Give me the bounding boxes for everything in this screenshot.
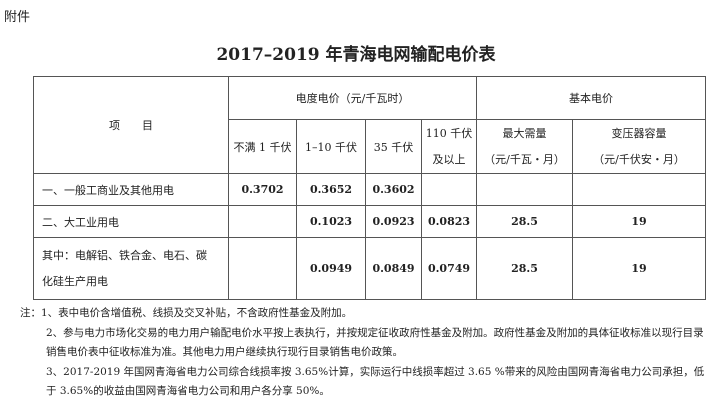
- cell: [228, 237, 297, 300]
- header-col: 35 千伏: [365, 119, 422, 174]
- cell: 0.3602: [365, 173, 422, 206]
- header-transformer: 变压器容量 （元/千伏安・月）: [572, 119, 706, 174]
- header-basic-price: 基本电价: [476, 76, 706, 120]
- cell: 0.0949: [296, 237, 366, 300]
- price-table: 项 目 电度电价（元/千瓦时） 基本电价 不满 1 千伏 1–10 千伏 35 …: [33, 76, 706, 300]
- header-max-demand: 最大需量 （元/千瓦・月）: [476, 119, 573, 174]
- header-col: 1–10 千伏: [296, 119, 366, 174]
- text: 及以上: [432, 152, 466, 166]
- header-item: 项 目: [33, 76, 229, 174]
- row-name: 其中：电解铝、铁合金、电石、碳 化硅生产用电: [33, 237, 229, 300]
- cell: [228, 205, 297, 238]
- header-col: 不满 1 千伏: [228, 119, 297, 174]
- cell: [421, 173, 477, 206]
- header-col-110: 110 千伏 及以上: [421, 119, 477, 174]
- table-row: 一、一般工商业及其他用电 0.3702 0.3652 0.3602: [33, 173, 706, 206]
- text: 变压器容量: [611, 126, 667, 140]
- cell: [572, 173, 706, 206]
- table-row: 其中：电解铝、铁合金、电石、碳 化硅生产用电 0.0949 0.0849 0.07…: [33, 237, 706, 300]
- cell: 19: [572, 237, 706, 300]
- cell: 28.5: [476, 237, 573, 300]
- cell: 0.0849: [365, 237, 422, 300]
- cell: 0.0749: [421, 237, 477, 300]
- cell: 0.3702: [228, 173, 297, 206]
- text: 最大需量: [502, 126, 547, 140]
- cell: 0.1023: [296, 205, 366, 238]
- notes-label: 注：: [20, 307, 41, 319]
- row-name: 二、大工业用电: [33, 205, 229, 238]
- row-name: 一、一般工商业及其他用电: [33, 173, 229, 206]
- text: 其中：电解铝、铁合金、电石、碳: [42, 248, 207, 262]
- note-item: 3、2017-2019 年国网青海省电力公司综合线损率按 3.65%计算，实际运…: [46, 365, 705, 398]
- text: （元/千瓦・月）: [484, 152, 565, 166]
- text: 110 千伏: [425, 126, 473, 140]
- notes: 注：1、表中电价含增值税、线损及交叉补贴，不含政府性基金及附加。 2、参与电力市…: [20, 304, 710, 402]
- note-item: 2、参与电力市场化交易的电力用户输配电价水平按上表执行，并按规定征收政府性基金及…: [46, 326, 704, 359]
- cell: 0.0823: [421, 205, 477, 238]
- text: （元/千伏安・月）: [593, 152, 685, 166]
- cell: 28.5: [476, 205, 573, 238]
- attachment-label: 附件: [4, 10, 31, 25]
- cell: 0.0923: [365, 205, 422, 238]
- cell: 0.3652: [296, 173, 366, 206]
- note-item: 1、表中电价含增值税、线损及交叉补贴，不含政府性基金及附加。: [41, 307, 353, 319]
- table-row: 二、大工业用电 0.1023 0.0923 0.0823 28.5 19: [33, 205, 706, 238]
- cell: [476, 173, 573, 206]
- header-energy-price: 电度电价（元/千瓦时）: [228, 76, 477, 120]
- text: 化硅生产用电: [42, 274, 108, 288]
- page-title: 2017–2019 年青海电网输配电价表: [216, 45, 496, 65]
- cell: 19: [572, 205, 706, 238]
